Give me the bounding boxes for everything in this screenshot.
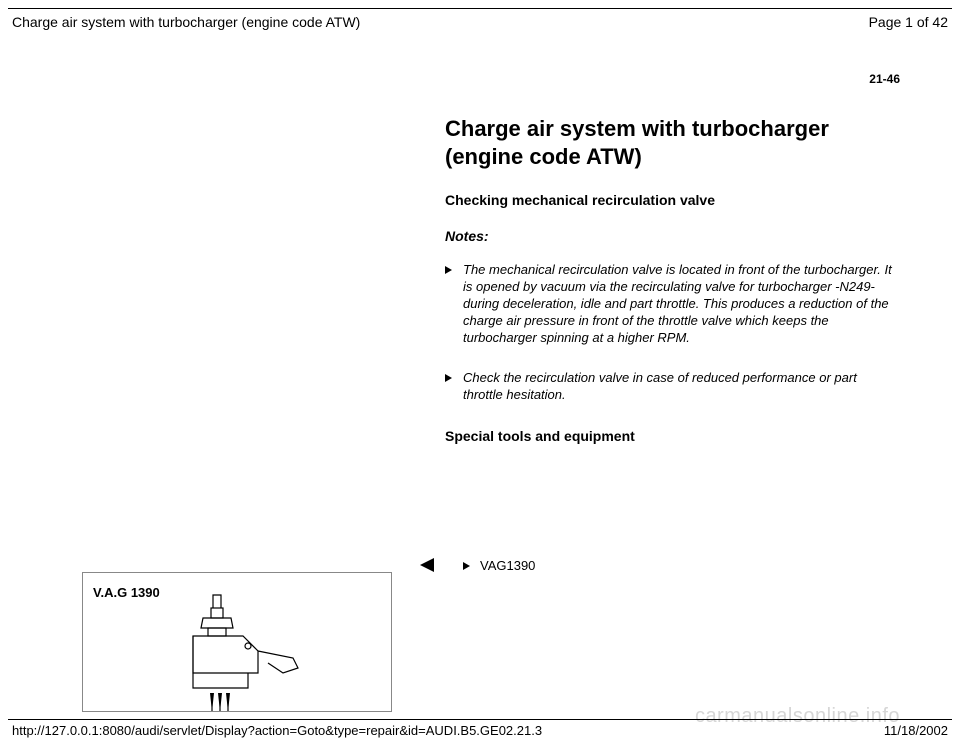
header-row: Charge air system with turbocharger (eng… xyxy=(12,14,948,30)
footer-date: 11/18/2002 xyxy=(884,723,948,738)
header-title: Charge air system with turbocharger (eng… xyxy=(12,14,360,30)
tool-bullet: VAG1390 xyxy=(463,558,535,573)
main-title: Charge air system with turbocharger (eng… xyxy=(445,115,900,170)
footer-border xyxy=(8,719,952,720)
notes-label: Notes: xyxy=(445,228,900,244)
footer-url: http://127.0.0.1:8080/audi/servlet/Displ… xyxy=(12,723,542,738)
figure-label: V.A.G 1390 xyxy=(93,585,160,600)
footer-row: http://127.0.0.1:8080/audi/servlet/Displ… xyxy=(12,723,948,738)
subtitle: Checking mechanical recirculation valve xyxy=(445,192,900,208)
bullet-marker-icon xyxy=(463,562,470,570)
left-caret-icon xyxy=(420,558,434,577)
note-item: The mechanical recirculation valve is lo… xyxy=(445,262,900,346)
header-page-indicator: Page 1 of 42 xyxy=(869,14,948,30)
special-tools-label: Special tools and equipment xyxy=(445,428,900,444)
notes-list: The mechanical recirculation valve is lo… xyxy=(445,262,900,404)
note-item: Check the recirculation valve in case of… xyxy=(445,370,900,404)
top-border xyxy=(8,8,952,9)
content-column: Charge air system with turbocharger (eng… xyxy=(445,115,900,444)
tool-item-label: VAG1390 xyxy=(480,558,535,573)
figure-box: V.A.G 1390 xyxy=(82,572,392,712)
page-number: 21-46 xyxy=(869,72,900,86)
